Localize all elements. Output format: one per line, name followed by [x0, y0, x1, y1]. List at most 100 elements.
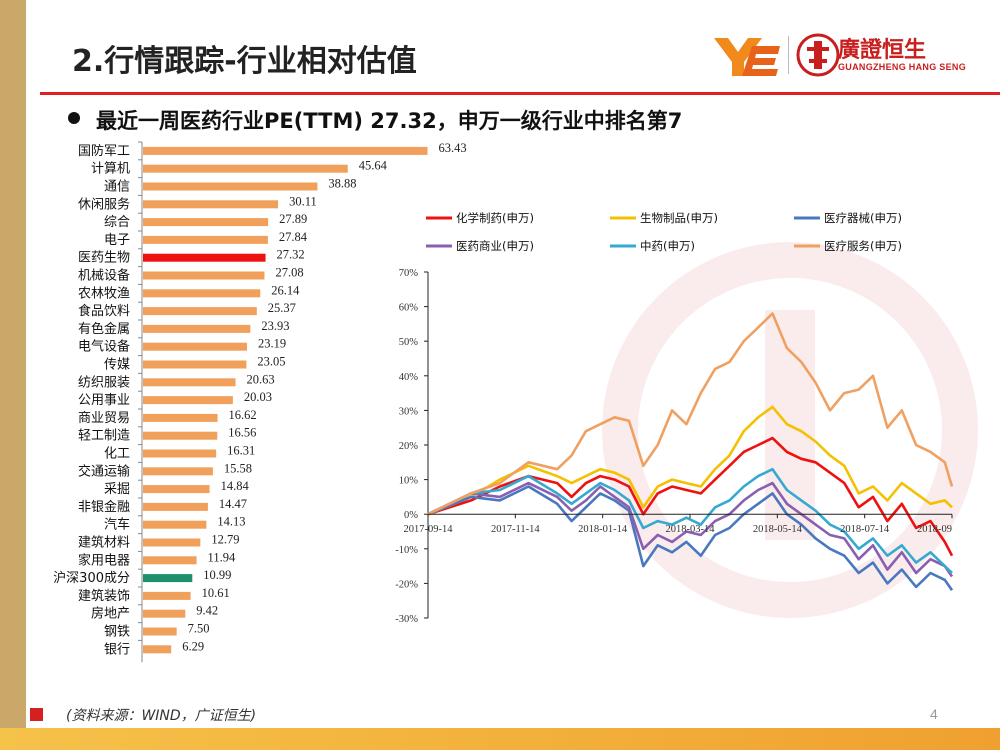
line-y-tick-label: 40% [399, 372, 419, 383]
bar-12 [143, 360, 247, 369]
line-y-tick-label: 50% [399, 337, 419, 348]
legend-entry: 医药商业(申万) [456, 239, 534, 253]
bar-13 [143, 378, 236, 387]
bar-1 [143, 164, 348, 173]
bullet-dot-icon [68, 112, 80, 124]
bar-category-label: 国防军工 [78, 143, 130, 159]
bar-x-tick-label: 30.00 [263, 699, 290, 700]
bar-value-label: 16.56 [228, 426, 256, 440]
bar-value-label: 11.94 [208, 550, 236, 564]
pe-bar-chart: 国防军工 63.43 计算机 45.64 通信 38.88 休闲服务 30.11 综合 27.89… [53, 141, 469, 700]
line-y-tick-label: -20% [395, 579, 418, 590]
bar-value-label: 26.14 [271, 283, 300, 297]
bar-category-label: 家用电器 [78, 552, 130, 568]
line-x-tick-label: 2018-07-14 [840, 524, 890, 535]
bar-27 [143, 627, 177, 636]
bar-value-label: 6.29 [182, 639, 204, 653]
legend-entry: 医疗器械(申万) [824, 211, 902, 225]
bar-value-label: 23.93 [261, 319, 289, 333]
bar-value-label: 12.79 [211, 533, 239, 547]
bar-value-label: 30.11 [289, 194, 317, 208]
bar-category-label: 有色金属 [78, 321, 130, 337]
bar-value-label: 23.19 [258, 337, 286, 351]
bar-category-label: 采掘 [104, 482, 130, 497]
bar-x-tick-label: 40.00 [308, 699, 335, 700]
bar-14 [143, 396, 233, 405]
bar-category-label: 电子 [104, 233, 130, 248]
line-y-tick-label: -10% [395, 545, 418, 556]
line-y-tick-label: 70% [399, 268, 419, 279]
watermark-logo [602, 242, 978, 618]
bar-5 [143, 235, 268, 244]
bar-15 [143, 413, 218, 422]
relative-return-line-chart: 化学制药(申万) 生物制品(申万) 医疗器械(申万) 医药商业(申万) 中药(申万) 医疗… [395, 211, 954, 625]
company-logo: 廣證恒生 GUANGZHENG HANG SENG [712, 30, 972, 80]
bar-value-label: 23.05 [257, 355, 285, 369]
bar-value-label: 38.88 [328, 177, 356, 191]
page-title: 2.行情跟踪-行业相对估值 [72, 44, 417, 79]
bar-category-label: 商业贸易 [78, 411, 130, 426]
bar-category-label: 沪深300成分 [53, 570, 130, 586]
bar-28 [143, 645, 172, 654]
bar-value-label: 14.84 [221, 479, 250, 493]
bar-value-label: 27.89 [279, 212, 307, 226]
bar-x-tick-label: 10.00 [173, 699, 200, 700]
bar-category-label: 计算机 [91, 162, 130, 177]
line-x-tick-label: 2017-11-14 [491, 524, 540, 535]
footer-bar [0, 728, 1000, 750]
logo-divider [788, 36, 789, 74]
bar-x-tick-label: 60.00 [398, 699, 425, 700]
page-number: 4 [930, 706, 938, 722]
bar-11 [143, 342, 248, 351]
bar-25 [143, 591, 191, 600]
legend-entry: 医疗服务(申万) [824, 239, 902, 253]
bar-value-label: 20.63 [247, 372, 275, 386]
series-line-0 [427, 436, 954, 557]
bar-20 [143, 502, 208, 511]
bar-24 [143, 574, 193, 583]
bar-value-label: 25.37 [268, 301, 296, 315]
bar-26 [143, 609, 186, 618]
bar-19 [143, 485, 210, 494]
bar-value-label: 16.62 [229, 408, 257, 422]
bar-category-label: 化工 [104, 447, 130, 462]
bar-category-label: 非银金融 [78, 499, 130, 515]
bar-0 [143, 146, 428, 155]
line-y-tick-label: 60% [399, 303, 419, 314]
bar-x-tick-label: 20.00 [218, 699, 245, 700]
bar-category-label: 钢铁 [104, 625, 130, 640]
bar-value-label: 15.58 [224, 461, 252, 475]
bar-value-label: 27.32 [277, 248, 305, 262]
bar-value-label: 9.42 [196, 604, 218, 618]
line-y-tick-label: 30% [399, 406, 419, 417]
bar-category-label: 综合 [104, 215, 130, 230]
logo-english-text: GUANGZHENG HANG SENG [838, 62, 967, 72]
series-line-1 [427, 405, 953, 516]
bar-23 [143, 556, 197, 565]
bar-value-label: 14.13 [217, 515, 245, 529]
bar-value-label: 27.08 [275, 266, 303, 280]
legend-entry: 中药(申万) [640, 239, 695, 253]
line-x-tick-label: 2017-09-14 [404, 524, 454, 535]
bar-category-label: 建筑材料 [78, 535, 130, 551]
bar-17 [143, 449, 217, 458]
legend-entry: 化学制药(申万) [456, 211, 534, 225]
bar-7 [143, 271, 265, 280]
bar-2 [143, 182, 318, 191]
line-x-tick-label: 2018-03-14 [666, 524, 716, 535]
bar-value-label: 10.99 [203, 568, 231, 582]
line-y-tick-label: -30% [395, 614, 418, 625]
bar-value-label: 7.50 [188, 622, 210, 636]
bar-category-label: 公用事业 [78, 393, 130, 408]
bar-value-label: 27.84 [279, 230, 308, 244]
bar-category-label: 机械设备 [78, 268, 130, 284]
seal-logo-icon [796, 33, 840, 77]
bar-22 [143, 538, 201, 547]
bar-10 [143, 324, 251, 333]
line-x-tick-label: 2018-05-14 [753, 524, 803, 535]
legend-entry: 生物制品(申万) [640, 211, 718, 225]
bar-x-tick-label: 50.00 [353, 699, 380, 700]
left-decoration-bar [0, 0, 26, 750]
bar-category-label: 传媒 [104, 358, 130, 373]
bar-18 [143, 467, 213, 476]
